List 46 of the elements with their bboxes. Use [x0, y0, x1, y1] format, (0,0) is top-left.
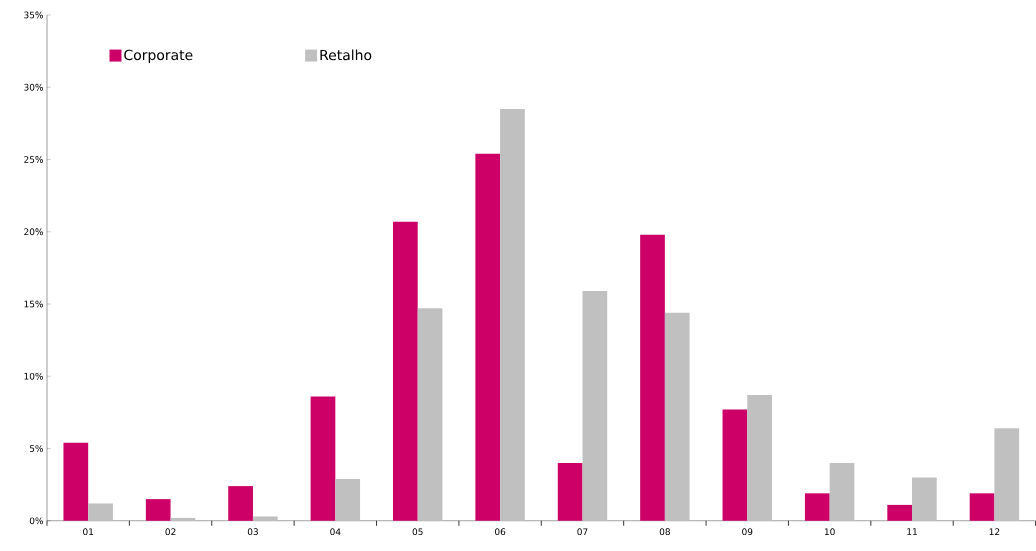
y-tick-label: 30% — [24, 83, 43, 91]
x-tick-label: 03 — [247, 528, 258, 536]
bar — [500, 109, 525, 521]
bar — [804, 493, 830, 521]
bar — [252, 516, 278, 521]
x-tick-label: 02 — [165, 528, 176, 536]
y-tick-label: 5% — [29, 445, 43, 453]
bar — [417, 308, 443, 521]
bar — [640, 234, 665, 521]
legend-label: Retalho — [320, 49, 372, 61]
x-tick-label: 08 — [659, 528, 670, 536]
y-tick-label: 25% — [24, 156, 43, 163]
bar — [63, 442, 89, 521]
bar — [887, 505, 913, 521]
bar — [393, 221, 418, 521]
bar — [747, 395, 772, 521]
x-tick-label: 07 — [577, 528, 588, 536]
bar — [145, 499, 171, 521]
y-tick-label: 20% — [24, 228, 43, 236]
bar — [664, 312, 690, 521]
x-tick-label: 10 — [824, 528, 835, 536]
bar — [228, 486, 253, 521]
bar — [969, 493, 995, 521]
x-tick-label: 06 — [494, 528, 506, 536]
bar — [829, 463, 855, 521]
bar — [912, 477, 937, 521]
y-tick-label: 15% — [24, 300, 43, 308]
x-tick-label: 11 — [907, 528, 917, 535]
x-tick-label: 05 — [412, 528, 423, 536]
bar — [582, 291, 608, 521]
x-tick-label: 01 — [83, 528, 94, 536]
bar — [310, 396, 336, 521]
bar — [335, 478, 361, 521]
x-tick-label: 04 — [330, 528, 341, 536]
bar — [994, 428, 1020, 521]
bar — [170, 518, 196, 521]
bar — [475, 153, 501, 521]
x-tick-label: 12 — [989, 528, 1000, 536]
legend-label: Corporate — [124, 49, 193, 64]
y-tick-label: 35% — [24, 11, 43, 19]
y-tick-label: 0% — [29, 517, 43, 525]
bar — [557, 463, 583, 521]
y-tick-label: 10% — [24, 373, 43, 380]
bar — [88, 503, 113, 521]
x-tick-label: 09 — [742, 528, 753, 536]
bar — [722, 409, 748, 521]
